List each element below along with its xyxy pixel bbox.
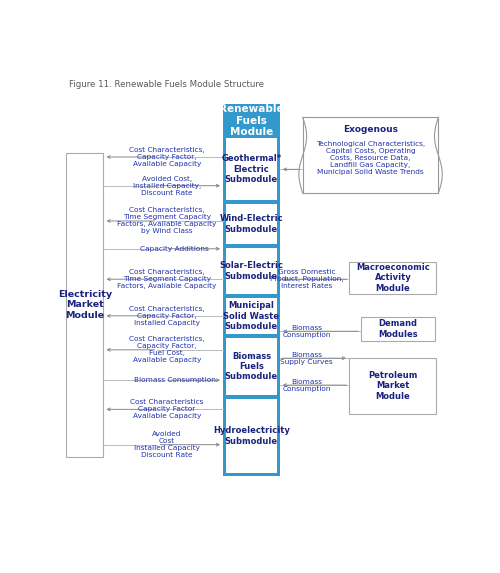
Text: Gross Domestic
Product, Population,
Interest Rates: Gross Domestic Product, Population, Inte… <box>270 269 344 289</box>
Text: Cost Characteristics,
Time Segment Capacity
Factors, Available Capacity: Cost Characteristics, Time Segment Capac… <box>118 269 217 289</box>
Text: Exogenous: Exogenous <box>343 125 398 134</box>
Text: Avoided
Cost
Installed Capacity
Discount Rate: Avoided Cost Installed Capacity Discount… <box>134 431 200 458</box>
Bar <box>349 358 436 414</box>
Text: Wind-Electric
Submodule: Wind-Electric Submodule <box>220 214 283 234</box>
Text: Cost Characteristics,
Capacity Factor,
Fuel Cost,
Available Capacity: Cost Characteristics, Capacity Factor, F… <box>130 336 205 363</box>
Bar <box>226 298 277 335</box>
Bar <box>226 139 277 200</box>
Bar <box>361 317 434 342</box>
Text: Technological Characteristics,
Capital Costs, Operating
Costs, Resource Data,
La: Technological Characteristics, Capital C… <box>316 142 425 175</box>
Text: Biomass
Consumption: Biomass Consumption <box>282 379 331 391</box>
Text: Biomass Consumption: Biomass Consumption <box>134 377 216 383</box>
Text: Cost Characteristics,
Capacity Factor,
Installed Capacity: Cost Characteristics, Capacity Factor, I… <box>130 306 205 326</box>
Text: Cost Characteristics,
Capacity Factor,
Available Capacity: Cost Characteristics, Capacity Factor, A… <box>130 147 205 167</box>
Text: Demand
Modules: Demand Modules <box>378 319 418 339</box>
Text: Avoided Cost,
Installed Capacity,
Discount Rate: Avoided Cost, Installed Capacity, Discou… <box>133 176 201 196</box>
Text: Figure 11. Renewable Fuels Module Structure: Figure 11. Renewable Fuels Module Struct… <box>70 80 264 89</box>
Text: Cost Characteristics
Capacity Factor
Available Capacity: Cost Characteristics Capacity Factor Ava… <box>130 399 204 419</box>
Bar <box>226 204 277 244</box>
Bar <box>226 399 277 473</box>
Text: Petroleum
Market
Module: Petroleum Market Module <box>368 371 418 401</box>
Text: Solar-Electric
Submodule: Solar-Electric Submodule <box>220 261 284 281</box>
Text: Macroeconomic
Activity
Module: Macroeconomic Activity Module <box>356 263 430 293</box>
Text: Biomass
Consumption: Biomass Consumption <box>282 325 331 337</box>
Bar <box>66 152 103 457</box>
Text: Municipal
Solid Waste
Submodule: Municipal Solid Waste Submodule <box>224 301 280 331</box>
Text: Biomass
Supply Curves: Biomass Supply Curves <box>280 352 333 364</box>
Text: Renewable
Fuels
Module: Renewable Fuels Module <box>219 104 284 137</box>
Text: Geothermal*
Electric
Submodule: Geothermal* Electric Submodule <box>222 154 282 184</box>
Text: Biomass
Fuels
Submodule: Biomass Fuels Submodule <box>225 352 278 382</box>
Text: Electricity
Market
Module: Electricity Market Module <box>58 290 112 320</box>
Text: Capacity Additions: Capacity Additions <box>140 246 209 252</box>
Bar <box>224 104 280 476</box>
Bar <box>349 261 436 294</box>
Bar <box>226 248 277 294</box>
Bar <box>303 117 438 193</box>
Text: Cost Characteristics,
Time Segment Capacity
Factors, Available Capacity
by Wind : Cost Characteristics, Time Segment Capac… <box>118 207 217 234</box>
Text: Hydroelectricity
Submodule: Hydroelectricity Submodule <box>213 426 290 446</box>
Bar <box>226 338 277 395</box>
